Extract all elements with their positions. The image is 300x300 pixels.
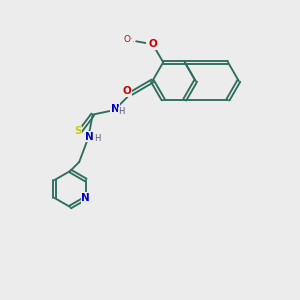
Text: O: O (123, 86, 132, 97)
Text: N: N (110, 103, 119, 114)
Text: N: N (85, 131, 94, 142)
Text: O: O (133, 41, 134, 42)
Text: O: O (124, 35, 131, 44)
Text: H: H (118, 107, 125, 116)
Text: S: S (74, 126, 82, 136)
Text: H: H (94, 134, 101, 142)
Text: O: O (131, 38, 132, 39)
Text: N: N (81, 193, 90, 203)
Text: O: O (147, 38, 156, 48)
Text: O: O (148, 39, 157, 49)
Text: O: O (148, 39, 157, 49)
